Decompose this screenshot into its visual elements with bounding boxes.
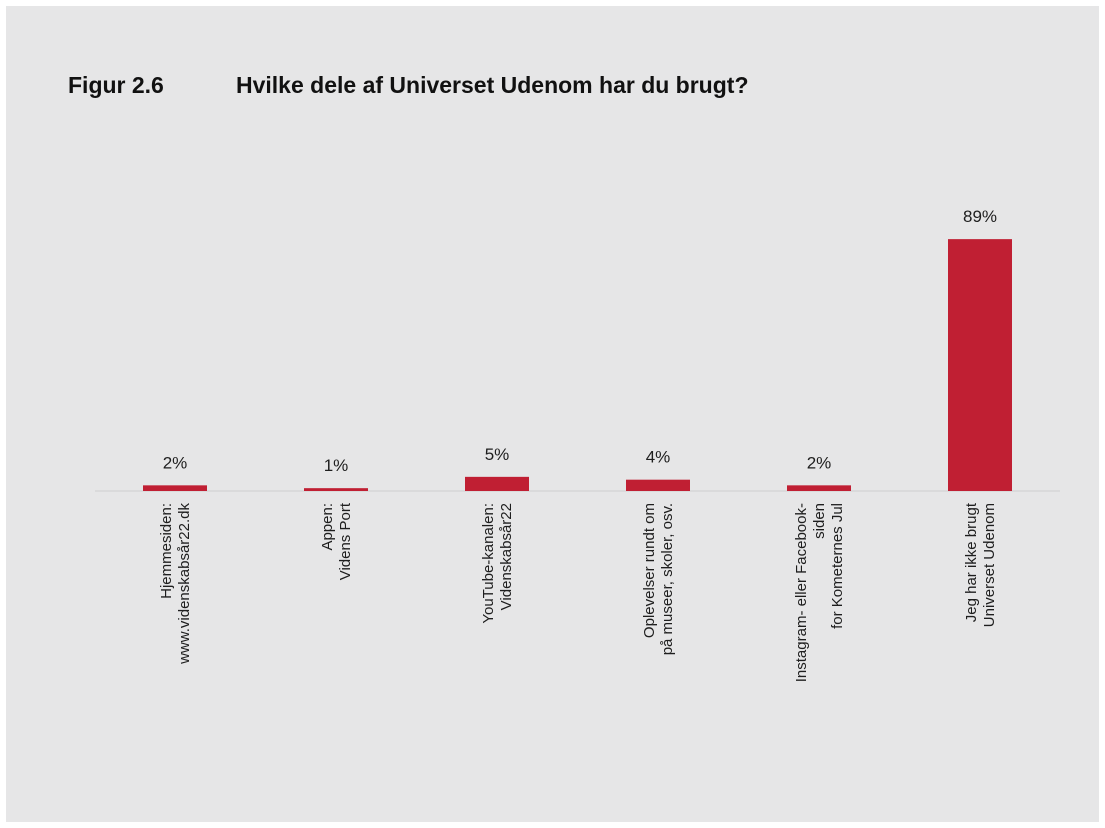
- category-label-line: YouTube-kanalen:: [480, 503, 497, 624]
- category-label: Instagram- eller Facebook-siden for Komet…: [793, 503, 846, 682]
- data-label: 89%: [963, 207, 997, 226]
- bar: [304, 488, 368, 491]
- bar: [465, 476, 529, 491]
- category-label-line: Hjemmesiden:: [158, 503, 175, 599]
- bar: [787, 485, 851, 491]
- category-label-line: Instagram- eller Facebook-: [793, 503, 810, 682]
- category-label-line: Jeg har ikke brugt: [963, 502, 980, 622]
- category-label: Appen: Videns Port: [319, 502, 354, 580]
- figure-title: Hvilke dele af Universet Udenom har du b…: [236, 72, 749, 98]
- figure-number: Figur 2.6: [68, 72, 164, 98]
- bar: [626, 479, 690, 491]
- data-label: 4%: [646, 448, 671, 467]
- category-label-line: Videns Port: [337, 502, 354, 580]
- bar: [948, 239, 1012, 491]
- category-label: Oplevelser rundt om på museer, skoler, os…: [641, 503, 676, 655]
- data-label: 1%: [324, 456, 349, 475]
- category-label-line: for Kometernes Jul: [829, 503, 846, 629]
- category-label-line: Universet Udenom: [981, 503, 998, 627]
- figure-panel: [6, 6, 1099, 822]
- data-label: 2%: [163, 453, 188, 472]
- data-label: 2%: [807, 453, 832, 472]
- category-label-line: Videnskabsår22: [498, 503, 515, 610]
- category-label-line: på museer, skoler, osv.: [659, 503, 676, 655]
- category-label: YouTube-kanalen: Videnskabsår22: [480, 503, 515, 624]
- category-label-line: Appen:: [319, 503, 336, 551]
- category-label-line: siden: [811, 503, 828, 539]
- category-label-line: Oplevelser rundt om: [641, 503, 658, 638]
- category-label-line: www.videnskabsår22.dk: [176, 503, 193, 665]
- bar: [143, 485, 207, 491]
- data-label: 5%: [485, 445, 510, 464]
- category-label: Jeg har ikke brugt Universet Udenom: [963, 502, 998, 627]
- category-label: Hjemmesiden: www.videnskabsår22.dk: [158, 503, 193, 665]
